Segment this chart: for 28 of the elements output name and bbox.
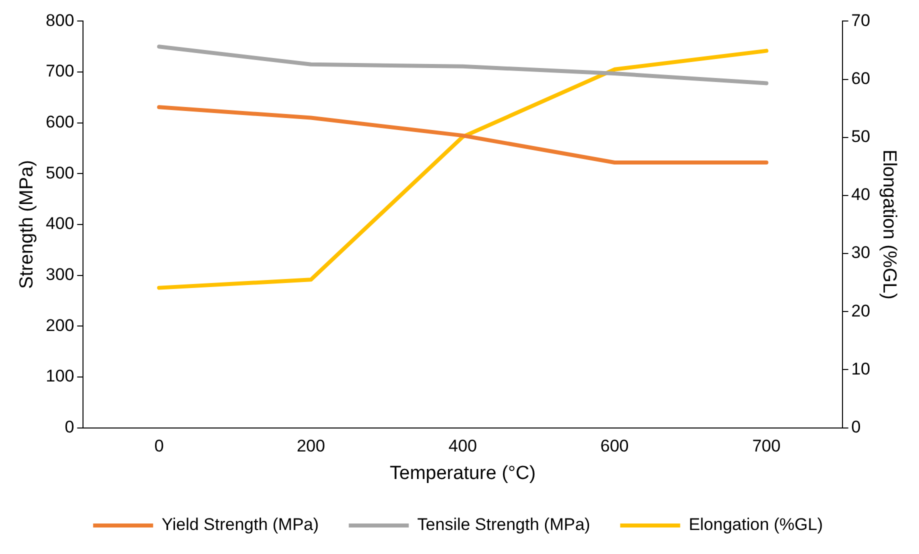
y-tick-label: 400	[46, 214, 74, 234]
x-tick-label: 700	[752, 436, 781, 456]
y2-tick-label: 50	[851, 127, 870, 146]
x-tick-label: 600	[600, 436, 629, 456]
y2-tick-label: 10	[851, 359, 870, 378]
y-tick-label: 500	[46, 163, 74, 182]
y-tick-label: 300	[46, 265, 74, 284]
y2-tick-label: 60	[851, 68, 870, 88]
y-tick-label: 100	[46, 366, 74, 386]
x-tick-label: 200	[296, 436, 326, 456]
x-tick-label: 400	[448, 436, 477, 456]
legend-label: Yield Strength (MPa)	[162, 515, 319, 534]
x-tick-label: 0	[154, 436, 164, 456]
y-tick-label: 0	[64, 417, 74, 436]
y-tick-label: 700	[46, 62, 74, 81]
y2-tick-label: 40	[851, 185, 870, 204]
y2-tick-label: 20	[851, 301, 870, 320]
y2-tick-label: 0	[851, 417, 861, 436]
legend-label: Tensile Strength (MPa)	[417, 515, 590, 534]
x-axis-title: Temperature (°C)	[390, 462, 536, 484]
y-tick-label: 800	[46, 10, 74, 30]
legend-label: Elongation (%GL)	[688, 515, 823, 534]
y2-tick-label: 70	[851, 10, 870, 30]
y2-axis-title: Elongation (%GL)	[878, 150, 900, 300]
y-tick-label: 200	[46, 316, 74, 335]
y2-tick-label: 30	[851, 243, 870, 262]
y-tick-label: 600	[46, 112, 74, 132]
y-axis-title: Strength (MPa)	[16, 160, 38, 289]
